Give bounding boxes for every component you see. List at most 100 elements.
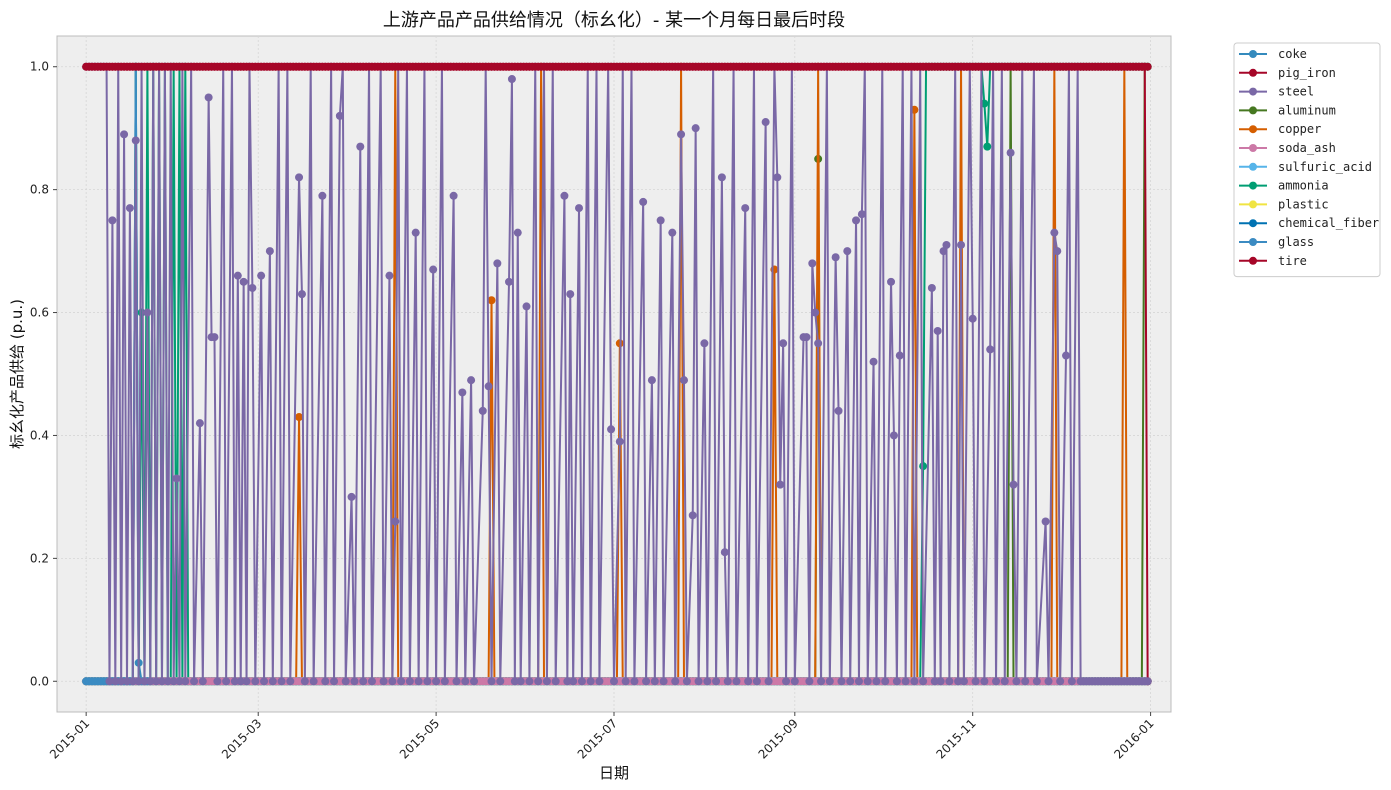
data-point <box>210 333 219 342</box>
data-point <box>230 677 239 686</box>
data-point <box>887 277 896 286</box>
data-point <box>213 677 222 686</box>
data-point <box>671 677 680 686</box>
data-point <box>195 419 204 428</box>
y-tick-label: 0.2 <box>30 551 49 565</box>
data-point <box>577 677 586 686</box>
data-point <box>717 173 726 182</box>
data-point <box>152 677 161 686</box>
chart-title: 上游产品产品供给情况（标幺化）- 某一个月每日最后时段 <box>383 10 845 31</box>
data-point <box>300 677 309 686</box>
data-point <box>752 677 761 686</box>
legend-label: copper <box>1278 122 1321 136</box>
data-point <box>478 406 487 415</box>
data-point <box>971 677 980 686</box>
data-point <box>414 677 423 686</box>
legend-box <box>1233 42 1381 278</box>
data-point <box>901 677 910 686</box>
data-point <box>260 677 269 686</box>
data-point <box>128 677 137 686</box>
data-point <box>265 247 274 256</box>
series-lines <box>82 62 1152 686</box>
data-point <box>741 204 750 213</box>
data-point <box>615 437 624 446</box>
legend-item: coke <box>1239 47 1307 61</box>
data-point <box>432 677 441 686</box>
data-point <box>919 462 928 471</box>
data-point <box>350 677 359 686</box>
legend-label: glass <box>1278 235 1314 249</box>
data-point <box>764 677 773 686</box>
data-point <box>1041 517 1050 526</box>
data-point <box>1143 677 1152 686</box>
data-point <box>405 677 414 686</box>
data-point <box>659 677 668 686</box>
data-point <box>942 240 951 249</box>
data-point <box>782 677 791 686</box>
data-point <box>388 677 397 686</box>
legend-item: steel <box>1239 85 1314 99</box>
data-point <box>251 677 260 686</box>
data-point <box>817 677 826 686</box>
data-point <box>703 677 712 686</box>
legend-label: tire <box>1278 254 1307 268</box>
data-point <box>808 259 817 268</box>
data-point <box>169 677 178 686</box>
data-point <box>467 376 476 385</box>
y-tick-label: 0.8 <box>30 183 49 197</box>
data-point <box>175 677 184 686</box>
data-point <box>647 376 656 385</box>
legend-label: chemical_fiber <box>1278 216 1379 230</box>
y-axis: 0.0 0.2 0.4 0.6 0.8 1.0 <box>30 60 57 688</box>
data-point <box>452 677 461 686</box>
legend-item: copper <box>1239 122 1321 136</box>
data-point <box>825 677 834 686</box>
data-point <box>957 240 966 249</box>
data-point <box>117 677 126 686</box>
y-tick-label: 0.4 <box>30 428 49 442</box>
data-point <box>111 677 120 686</box>
data-point <box>700 339 709 348</box>
data-point <box>776 480 785 489</box>
data-point <box>525 677 534 686</box>
legend-label: ammonia <box>1278 179 1329 193</box>
data-point <box>108 216 117 225</box>
data-point <box>507 75 516 84</box>
data-point <box>560 191 569 200</box>
data-point <box>367 677 376 686</box>
data-point <box>1067 677 1076 686</box>
data-point <box>330 677 339 686</box>
data-point <box>1006 148 1015 157</box>
series-pig-iron <box>82 62 1152 71</box>
data-point <box>650 677 659 686</box>
data-point <box>487 296 496 305</box>
legend-item: glass <box>1239 235 1314 249</box>
data-point <box>679 376 688 385</box>
data-point <box>522 302 531 311</box>
legend-swatch-marker <box>1249 50 1257 58</box>
data-point <box>1056 677 1065 686</box>
data-point <box>286 677 295 686</box>
data-point <box>297 290 306 299</box>
data-point <box>610 677 618 686</box>
data-point <box>881 677 890 686</box>
data-point <box>516 677 525 686</box>
data-point <box>992 677 1001 686</box>
data-point <box>335 111 344 120</box>
data-point <box>146 677 155 686</box>
data-point <box>1032 677 1041 686</box>
x-axis-label: 日期 <box>599 764 629 782</box>
data-point <box>732 677 741 686</box>
data-point <box>933 326 942 335</box>
legend-item: soda_ash <box>1239 141 1336 155</box>
data-point <box>927 283 936 292</box>
data-point <box>1000 677 1009 686</box>
legend-label: aluminum <box>1278 103 1336 117</box>
data-point <box>157 677 166 686</box>
data-point <box>356 142 365 151</box>
legend-label: soda_ash <box>1278 141 1336 155</box>
data-point <box>222 677 231 686</box>
data-point <box>423 677 432 686</box>
data-point <box>656 216 665 225</box>
data-point <box>493 259 502 268</box>
